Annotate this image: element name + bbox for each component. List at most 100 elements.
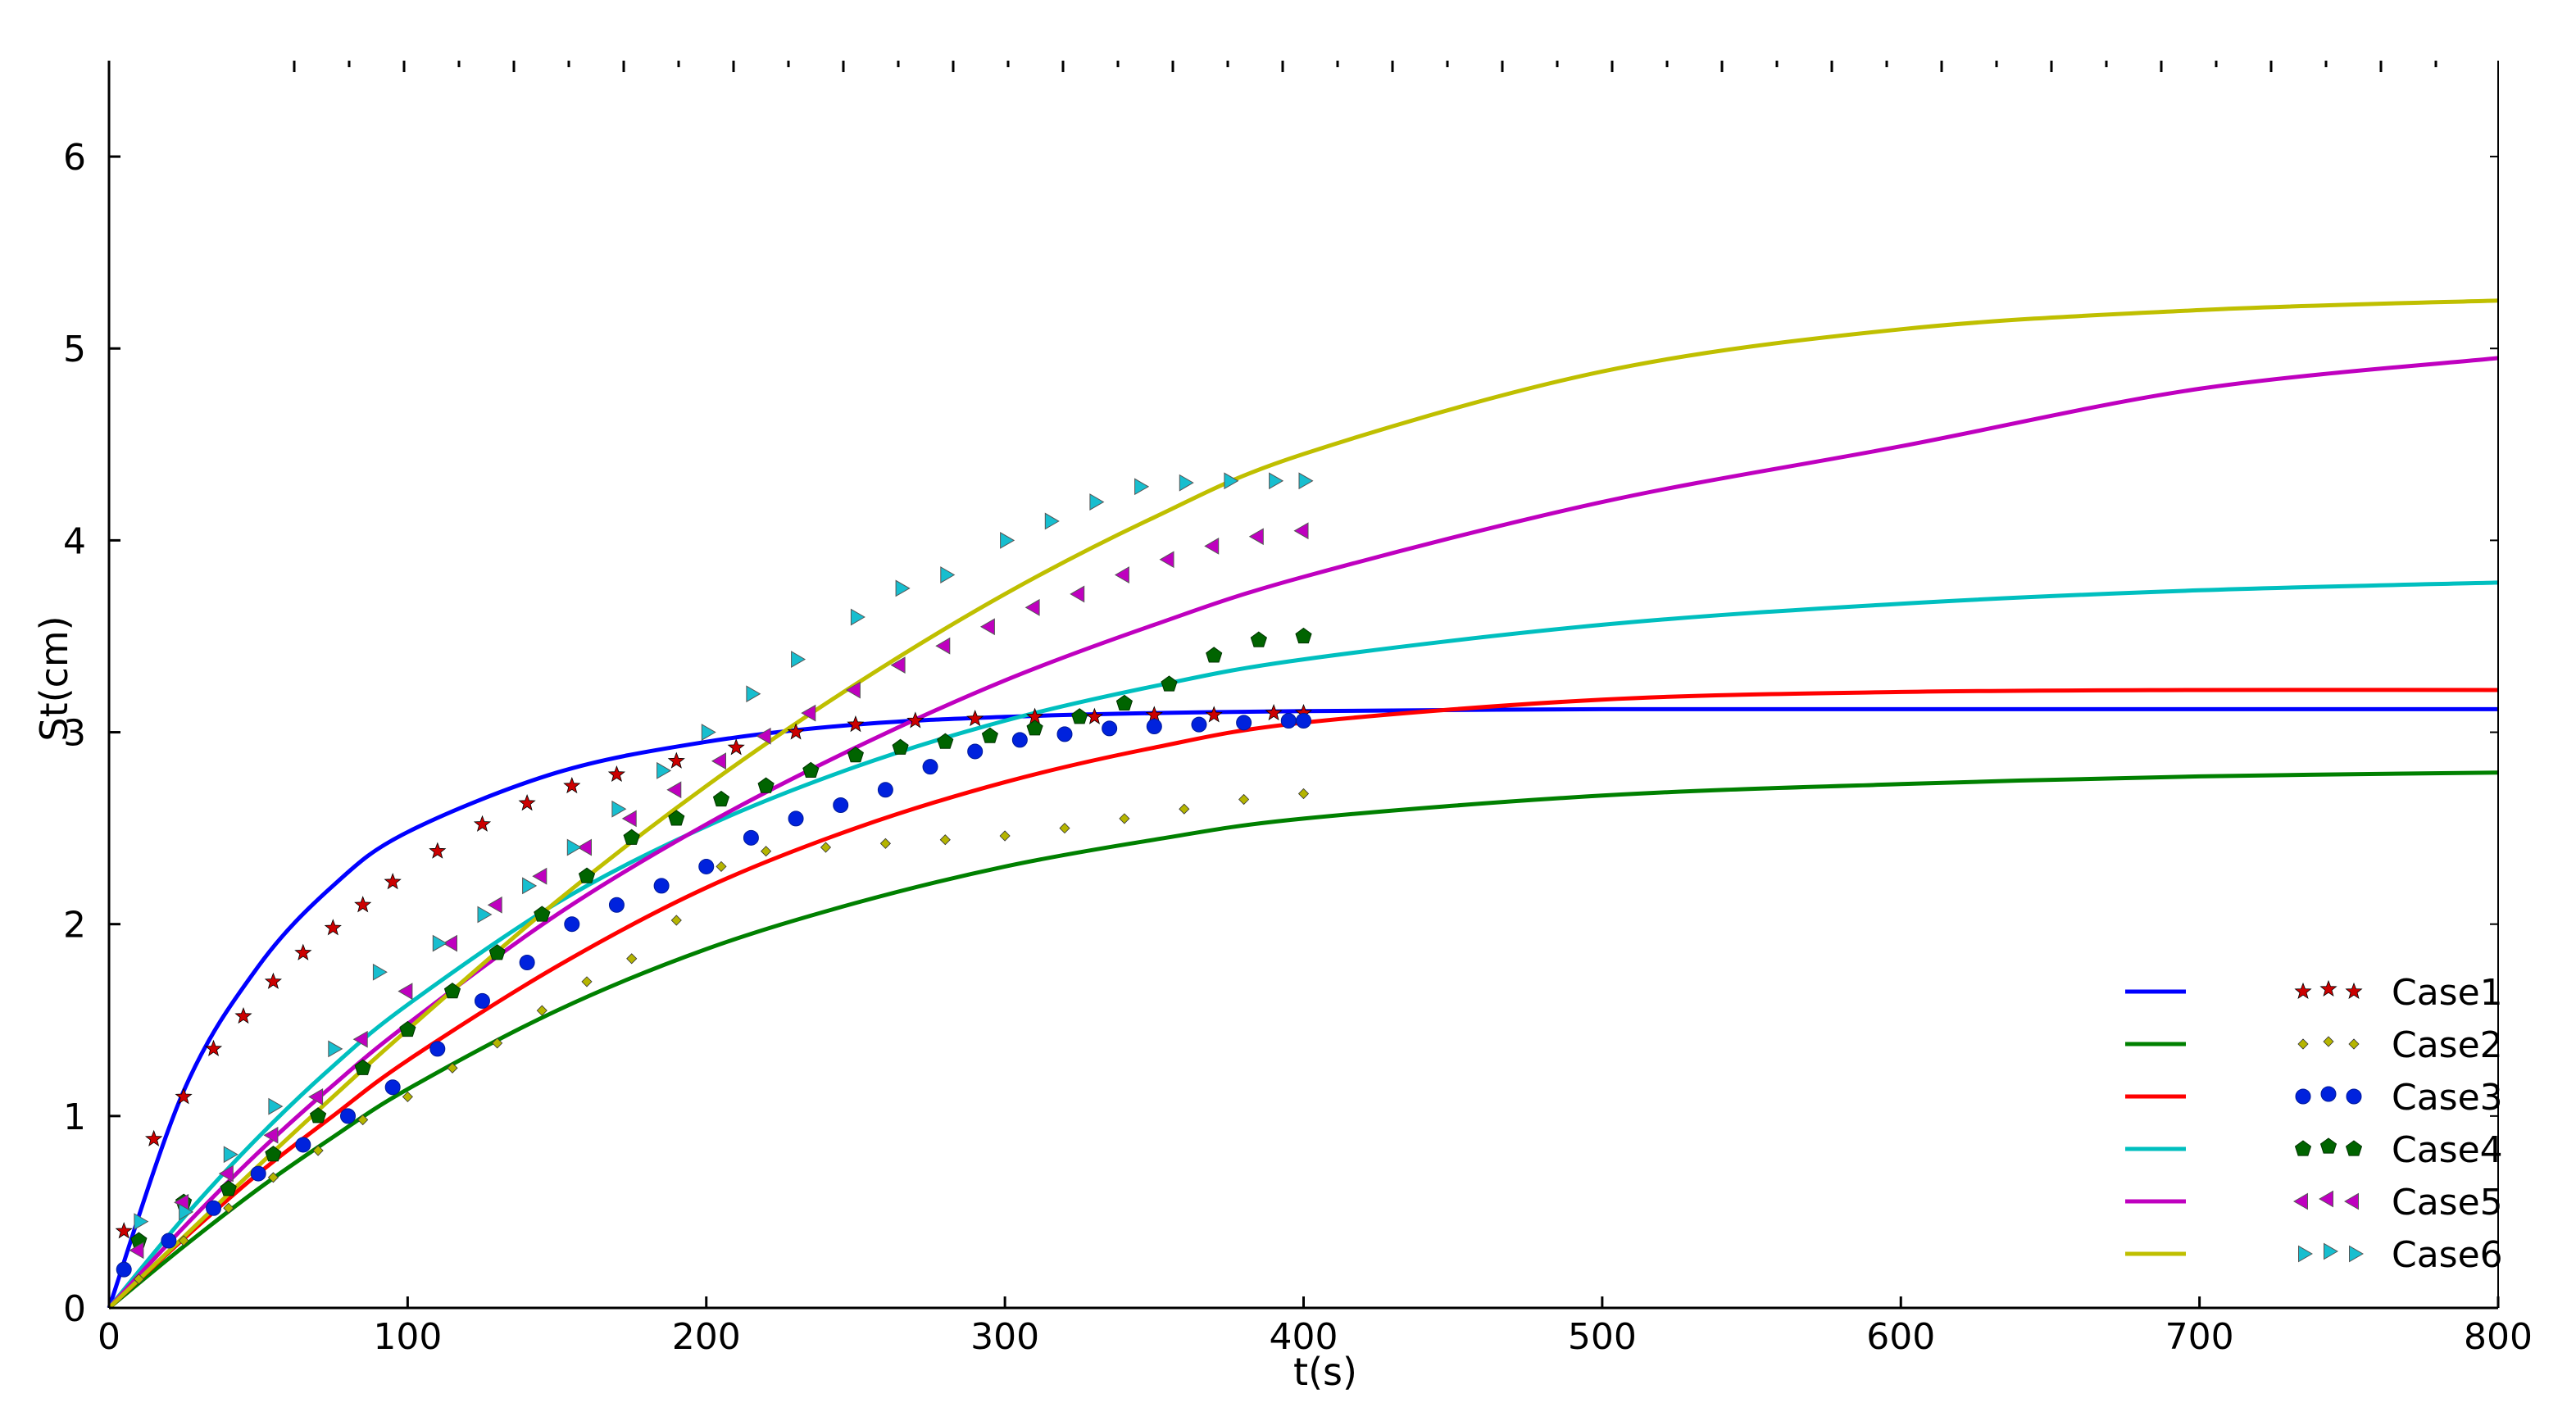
data-point-case6 [268,1097,284,1115]
data-point-case5 [979,618,995,636]
legend-marker-case4 [2345,1140,2363,1156]
data-point-case4 [1206,647,1223,663]
data-point-case3 [384,1079,401,1096]
data-point-case2 [223,1202,234,1214]
data-point-case1 [429,842,447,859]
data-point-case3 [295,1137,311,1153]
measured-series-case1 [115,703,1313,1239]
data-point-case1 [727,738,745,756]
data-point-case1 [204,1039,223,1056]
data-point-case3 [250,1165,266,1182]
data-point-case3 [743,829,759,846]
data-point-case6 [223,1146,239,1164]
data-point-case5 [308,1088,324,1105]
measured-series-case3 [116,712,1311,1278]
data-point-case3 [429,1041,446,1057]
data-point-case5 [577,838,592,856]
data-point-case2 [761,846,772,857]
data-point-case4 [354,1059,371,1075]
data-point-case6 [477,906,493,924]
legend: Case1 Case2 Case3 Case4 Case5 Case6 [2125,972,2503,1276]
data-point-case4 [668,810,685,826]
measured-series-case6 [134,472,1314,1231]
y-tick-label: 4 [63,520,86,562]
data-point-case2 [357,1114,369,1126]
legend-marker-case1 [2294,982,2312,1000]
data-point-case1 [563,776,581,794]
legend-marker-case1 [2345,982,2363,1000]
legend-marker-case5 [2343,1192,2359,1210]
legend-marker-case6 [2298,1245,2314,1263]
data-point-case4 [310,1107,327,1124]
data-point-case3 [1011,732,1028,748]
legend-marker-case4 [2294,1140,2312,1156]
data-point-case1 [1205,706,1223,723]
legend-label-case5: Case5 [2392,1182,2503,1224]
data-point-case1 [518,794,536,811]
data-point-case2 [447,1062,458,1074]
data-point-case1 [1085,707,1103,724]
data-point-case6 [372,963,388,981]
x-tick-labels: 0 100 200 300 400 500 600 700 800 [98,1316,2533,1358]
data-point-case6 [179,1203,194,1221]
data-point-case3 [161,1233,177,1249]
data-point-case4 [712,790,730,807]
measured-series-case5 [129,522,1309,1260]
data-point-case1 [175,1087,193,1105]
model-curve-case2 [107,770,2499,1310]
data-point-case3 [698,858,715,874]
data-point-case6 [746,685,761,703]
data-point-case5 [935,637,951,655]
data-point-case5 [666,781,682,799]
data-point-case5 [1070,585,1085,603]
data-point-case5 [1024,598,1040,616]
legend-marker-case3 [2320,1086,2337,1102]
data-point-case6 [850,608,865,626]
data-point-case5 [1204,538,1220,555]
data-point-case3 [877,782,893,798]
top-tick-marks [293,61,2437,72]
data-point-case2 [581,976,593,987]
legend-label-case6: Case6 [2392,1234,2503,1276]
data-point-case3 [206,1200,222,1216]
y-tick-label: 3 [63,713,86,755]
data-point-case2 [716,860,727,872]
data-point-case6 [940,566,956,583]
data-point-case4 [1115,694,1133,710]
data-point-case3 [967,743,984,760]
data-point-case5 [845,681,861,699]
data-point-case4 [937,733,954,749]
legend-marker-case6 [2349,1245,2365,1263]
x-tick-label: 700 [2165,1316,2234,1358]
data-point-case1 [384,873,402,890]
legend-marker-case6 [2324,1242,2339,1260]
x-tick-label: 0 [98,1316,120,1358]
data-point-case4 [847,746,864,763]
legend-label-case3: Case3 [2392,1077,2503,1119]
data-point-case2 [402,1091,413,1102]
data-point-case3 [1056,726,1073,742]
measured-markers [115,472,1314,1285]
data-point-case5 [442,934,457,952]
data-point-case5 [1159,551,1174,569]
y-tick-labels: 0 1 2 3 4 5 6 [63,137,86,1330]
data-point-case5 [621,810,637,828]
x-tick-label: 500 [1568,1316,1637,1358]
data-point-case6 [432,934,448,952]
data-point-case1 [473,815,492,832]
axes [107,61,2500,1310]
y-tick-label: 0 [63,1288,86,1330]
data-point-case6 [791,651,806,668]
data-point-case3 [519,955,535,971]
data-point-case5 [1248,528,1264,546]
data-point-case2 [267,1172,279,1183]
data-point-case5 [890,656,906,674]
data-point-case2 [626,953,638,965]
legend-entry-case2: Case2 [2125,1024,2503,1066]
data-point-case6 [522,877,538,895]
model-curve-case6 [107,298,2499,1310]
model-curves [107,298,2499,1310]
data-point-case6 [895,579,911,597]
legend-entry-case1: Case1 [2125,972,2503,1014]
